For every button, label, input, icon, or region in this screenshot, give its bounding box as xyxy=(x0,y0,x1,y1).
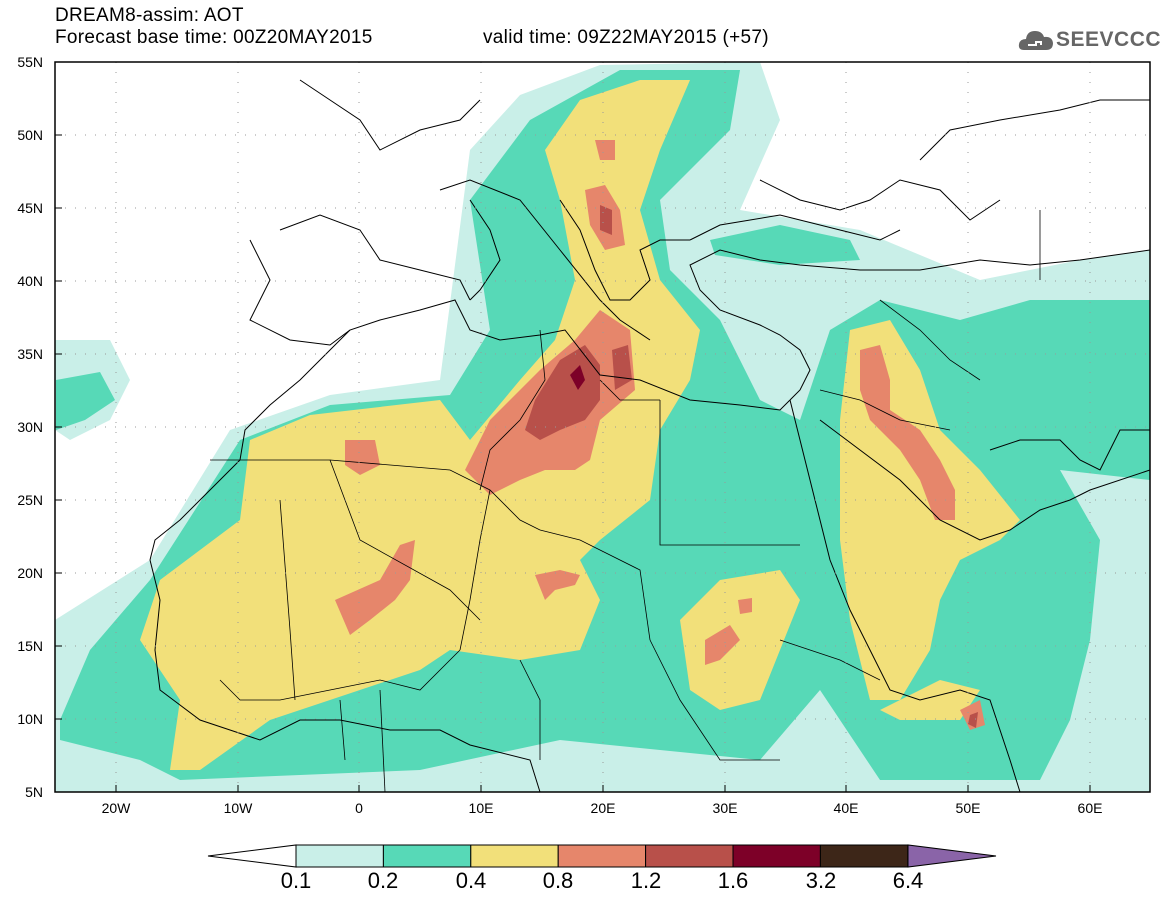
colorbar-label: 3.2 xyxy=(805,868,837,893)
lat-label: 55N xyxy=(17,54,43,70)
lat-label: 15N xyxy=(17,638,43,654)
logo-text: SEEVCCC xyxy=(1056,28,1162,51)
lon-label: 50E xyxy=(955,800,981,816)
colorbar-label: 0.2 xyxy=(367,868,399,893)
aot-contour-1.6 xyxy=(570,365,585,390)
coastlines xyxy=(149,79,1150,792)
forecast-base-time: Forecast base time: 00Z20MAY2015 xyxy=(55,27,373,48)
colorbar-label: 0.1 xyxy=(280,868,312,893)
lat-label: 5N xyxy=(25,784,43,800)
lon-label: 40E xyxy=(833,800,859,816)
lon-label: 10E xyxy=(468,800,494,816)
lat-label: 35N xyxy=(17,346,43,362)
country-borders xyxy=(210,210,1041,792)
lat-label: 50N xyxy=(17,127,43,143)
lat-label: 30N xyxy=(17,419,43,435)
cloud-icon xyxy=(1018,31,1053,50)
lat-label: 10N xyxy=(17,711,43,727)
colorbar-label: 1.2 xyxy=(630,868,662,893)
lon-label: 10W xyxy=(223,800,253,816)
lat-label: 45N xyxy=(17,200,43,216)
valid-time: valid time: 09Z22MAY2015 (+57) xyxy=(483,27,769,48)
lon-label: 20W xyxy=(101,800,131,816)
colorbar-label: 1.6 xyxy=(717,868,749,893)
lat-label: 25N xyxy=(17,492,43,508)
lon-label: 20E xyxy=(590,800,616,816)
colorbar-label: 0.8 xyxy=(542,868,574,893)
lon-label: 0 xyxy=(355,800,363,816)
axis-ticks xyxy=(55,61,1091,792)
colorbar-label: 6.4 xyxy=(892,868,924,893)
seevccc-logo: SEEVCCC xyxy=(1018,24,1162,56)
lat-label: 40N xyxy=(17,273,43,289)
lon-label: 30E xyxy=(712,800,738,816)
map-title: DREAM8-assim: AOT xyxy=(55,5,244,26)
lon-label: 60E xyxy=(1077,800,1103,816)
lat-label: 20N xyxy=(17,565,43,581)
colorbar-label: 0.4 xyxy=(455,868,487,893)
